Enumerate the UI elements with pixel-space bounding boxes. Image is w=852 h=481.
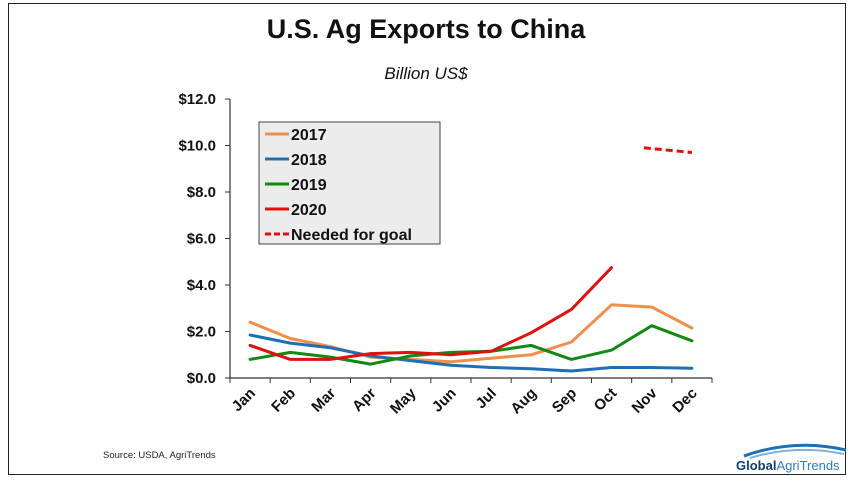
chart-title: U.S. Ag Exports to China <box>266 14 586 44</box>
legend-label: 2018 <box>291 152 327 169</box>
y-tick-label: $8.0 <box>187 184 216 201</box>
x-tick-label: Oct <box>591 385 621 415</box>
x-tick-label: Dec <box>669 385 700 416</box>
series-line-2017 <box>248 303 694 364</box>
x-tick-label: Sep <box>549 385 580 416</box>
legend-label: 2017 <box>291 127 327 144</box>
series-line-needed-for-goal <box>643 146 693 154</box>
global-agritrends-logo: GlobalAgriTrends <box>736 440 848 476</box>
y-tick-label: $4.0 <box>187 277 216 294</box>
legend-label: 2019 <box>291 177 327 194</box>
legend-label: 2020 <box>291 202 327 219</box>
y-tick-label: $10.0 <box>178 138 216 155</box>
logo-word-agritrends: AgriTrends <box>776 458 840 473</box>
x-tick-label: Mar <box>308 385 339 416</box>
x-tick-label: Jan <box>229 385 259 415</box>
x-tick-label: Feb <box>268 385 299 416</box>
series-line-2020 <box>248 266 614 361</box>
logo-word-global: Global <box>736 458 777 473</box>
x-tick-label: Apr <box>349 385 379 415</box>
series-line-2018 <box>248 333 694 373</box>
x-tick-label: Aug <box>507 385 540 418</box>
x-tick-label: Jun <box>429 385 460 416</box>
source-note: Source: USDA, AgriTrends <box>103 450 216 461</box>
legend-box <box>258 121 441 245</box>
y-tick-label: $0.0 <box>187 370 216 387</box>
x-tick-label: Jul <box>473 385 500 412</box>
legend-label: Needed for goal <box>291 227 412 244</box>
y-tick-label: $12.0 <box>178 91 216 108</box>
y-tick-label: $6.0 <box>187 231 216 248</box>
x-tick-label: Nov <box>629 384 662 417</box>
x-tick-label: May <box>387 384 420 417</box>
y-tick-label: $2.0 <box>187 324 216 341</box>
chart-subtitle: Billion US$ <box>384 64 468 83</box>
logo-swoosh-icon <box>743 443 847 459</box>
